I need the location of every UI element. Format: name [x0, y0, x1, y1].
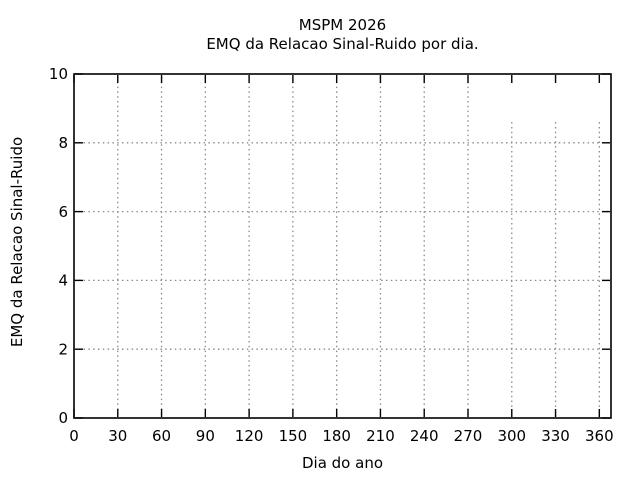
x-tick-label: 330 [541, 427, 570, 445]
x-tick-label: 60 [152, 427, 171, 445]
y-tick-label: 2 [58, 340, 68, 358]
chart-title-line2: EMQ da Relacao Sinal-Ruido por dia. [206, 35, 479, 53]
x-tick-label: 30 [108, 427, 127, 445]
x-tick-label: 120 [235, 427, 264, 445]
y-tick-label: 10 [49, 65, 68, 83]
chart-title: MSPM 2026 EMQ da Relacao Sinal-Ruido por… [74, 16, 611, 54]
x-tick-label: 150 [279, 427, 308, 445]
x-tick-label: 360 [585, 427, 614, 445]
x-tick-label: 300 [497, 427, 526, 445]
x-tick-label: 180 [322, 427, 351, 445]
y-tick-label: 0 [58, 409, 68, 427]
x-tick-label: 0 [69, 427, 79, 445]
x-tick-label: 240 [410, 427, 439, 445]
y-tick-label: 4 [58, 272, 68, 290]
chart-title-line1: MSPM 2026 [298, 16, 387, 34]
x-axis-label: Dia do ano [301, 454, 384, 472]
x-tick-label: 270 [454, 427, 483, 445]
y-tick-label: 6 [58, 203, 68, 221]
plot-border [73, 73, 612, 419]
x-tick-label: 210 [366, 427, 395, 445]
y-tick-label: 8 [58, 134, 68, 152]
x-tick-label: 90 [196, 427, 215, 445]
